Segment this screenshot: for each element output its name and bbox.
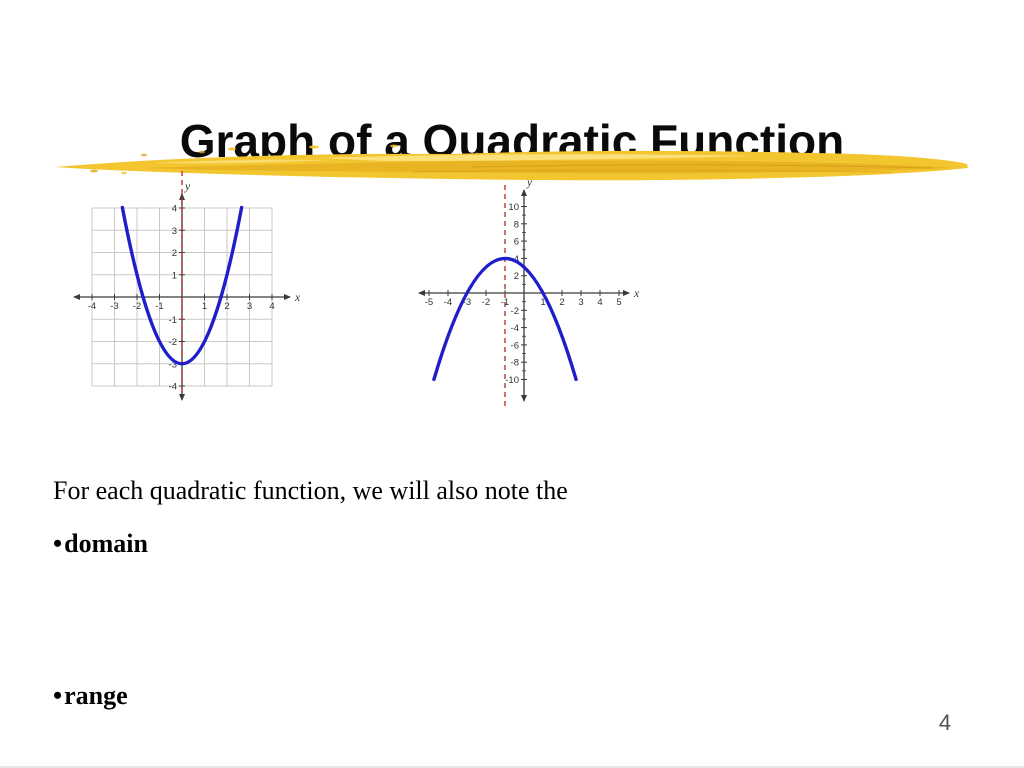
svg-text:x: x: [633, 288, 640, 300]
svg-text:1: 1: [202, 301, 207, 312]
bullet-item-domain: •domain: [53, 529, 148, 559]
upward-parabola-svg: -4 -3 -2 -1 1 2 3 4 4 3 2 1 -1 -2 -3 -4 x y: [73, 171, 301, 401]
svg-text:2: 2: [514, 271, 519, 282]
bullet-marker: •: [53, 681, 63, 710]
svg-text:2: 2: [559, 297, 564, 308]
svg-text:3: 3: [172, 226, 177, 237]
svg-text:-2: -2: [511, 306, 519, 317]
svg-text:4: 4: [269, 301, 274, 312]
svg-text:-2: -2: [482, 297, 490, 308]
bullet-label-domain: domain: [64, 529, 148, 558]
svg-text:10: 10: [508, 202, 519, 213]
svg-text:-4: -4: [511, 323, 519, 334]
highlight-streak-icon: [55, 144, 968, 181]
svg-text:1: 1: [540, 297, 545, 308]
svg-text:-4: -4: [444, 297, 452, 308]
svg-text:4: 4: [597, 297, 602, 308]
svg-text:-5: -5: [425, 297, 433, 308]
svg-text:-4: -4: [169, 382, 177, 393]
graph-upward-parabola: -4 -3 -2 -1 1 2 3 4 4 3 2 1 -1 -2 -3 -4 x y: [60, 168, 310, 406]
svg-text:-2: -2: [133, 301, 141, 312]
svg-text:3: 3: [247, 301, 252, 312]
svg-text:-4: -4: [88, 301, 96, 312]
svg-text:4: 4: [514, 254, 519, 265]
svg-text:2: 2: [172, 248, 177, 259]
svg-text:-3: -3: [110, 301, 118, 312]
svg-text:-1: -1: [155, 301, 163, 312]
body-text: For each quadratic function, we will als…: [53, 476, 568, 505]
svg-text:y: y: [526, 178, 533, 189]
svg-text:-3: -3: [169, 359, 177, 370]
bullet-item-range: •range: [53, 681, 128, 711]
bottom-rule: [0, 766, 1024, 768]
svg-text:-6: -6: [511, 340, 519, 351]
svg-text:3: 3: [578, 297, 583, 308]
svg-text:-10: -10: [505, 375, 519, 386]
svg-text:-1: -1: [169, 315, 177, 326]
svg-text:-1: -1: [501, 297, 509, 308]
svg-text:8: 8: [514, 219, 519, 230]
svg-text:y: y: [184, 181, 191, 193]
svg-text:4: 4: [172, 204, 177, 215]
graph-downward-parabola: -5 -4 -3 -2 -1 1 2 3 4 5 10 8 6 4 2 -2 -4 -6 -8 -10 x y: [403, 177, 653, 418]
bullet-marker: •: [53, 529, 63, 558]
svg-text:-2: -2: [169, 337, 177, 348]
bullet-label-range: range: [64, 681, 128, 710]
svg-text:2: 2: [224, 301, 229, 312]
svg-text:5: 5: [616, 297, 621, 308]
page-number: 4: [938, 710, 952, 735]
svg-text:-8: -8: [511, 358, 519, 369]
svg-text:x: x: [294, 292, 301, 304]
svg-text:6: 6: [514, 237, 519, 248]
svg-text:1: 1: [172, 270, 177, 281]
svg-text:-3: -3: [463, 297, 471, 308]
